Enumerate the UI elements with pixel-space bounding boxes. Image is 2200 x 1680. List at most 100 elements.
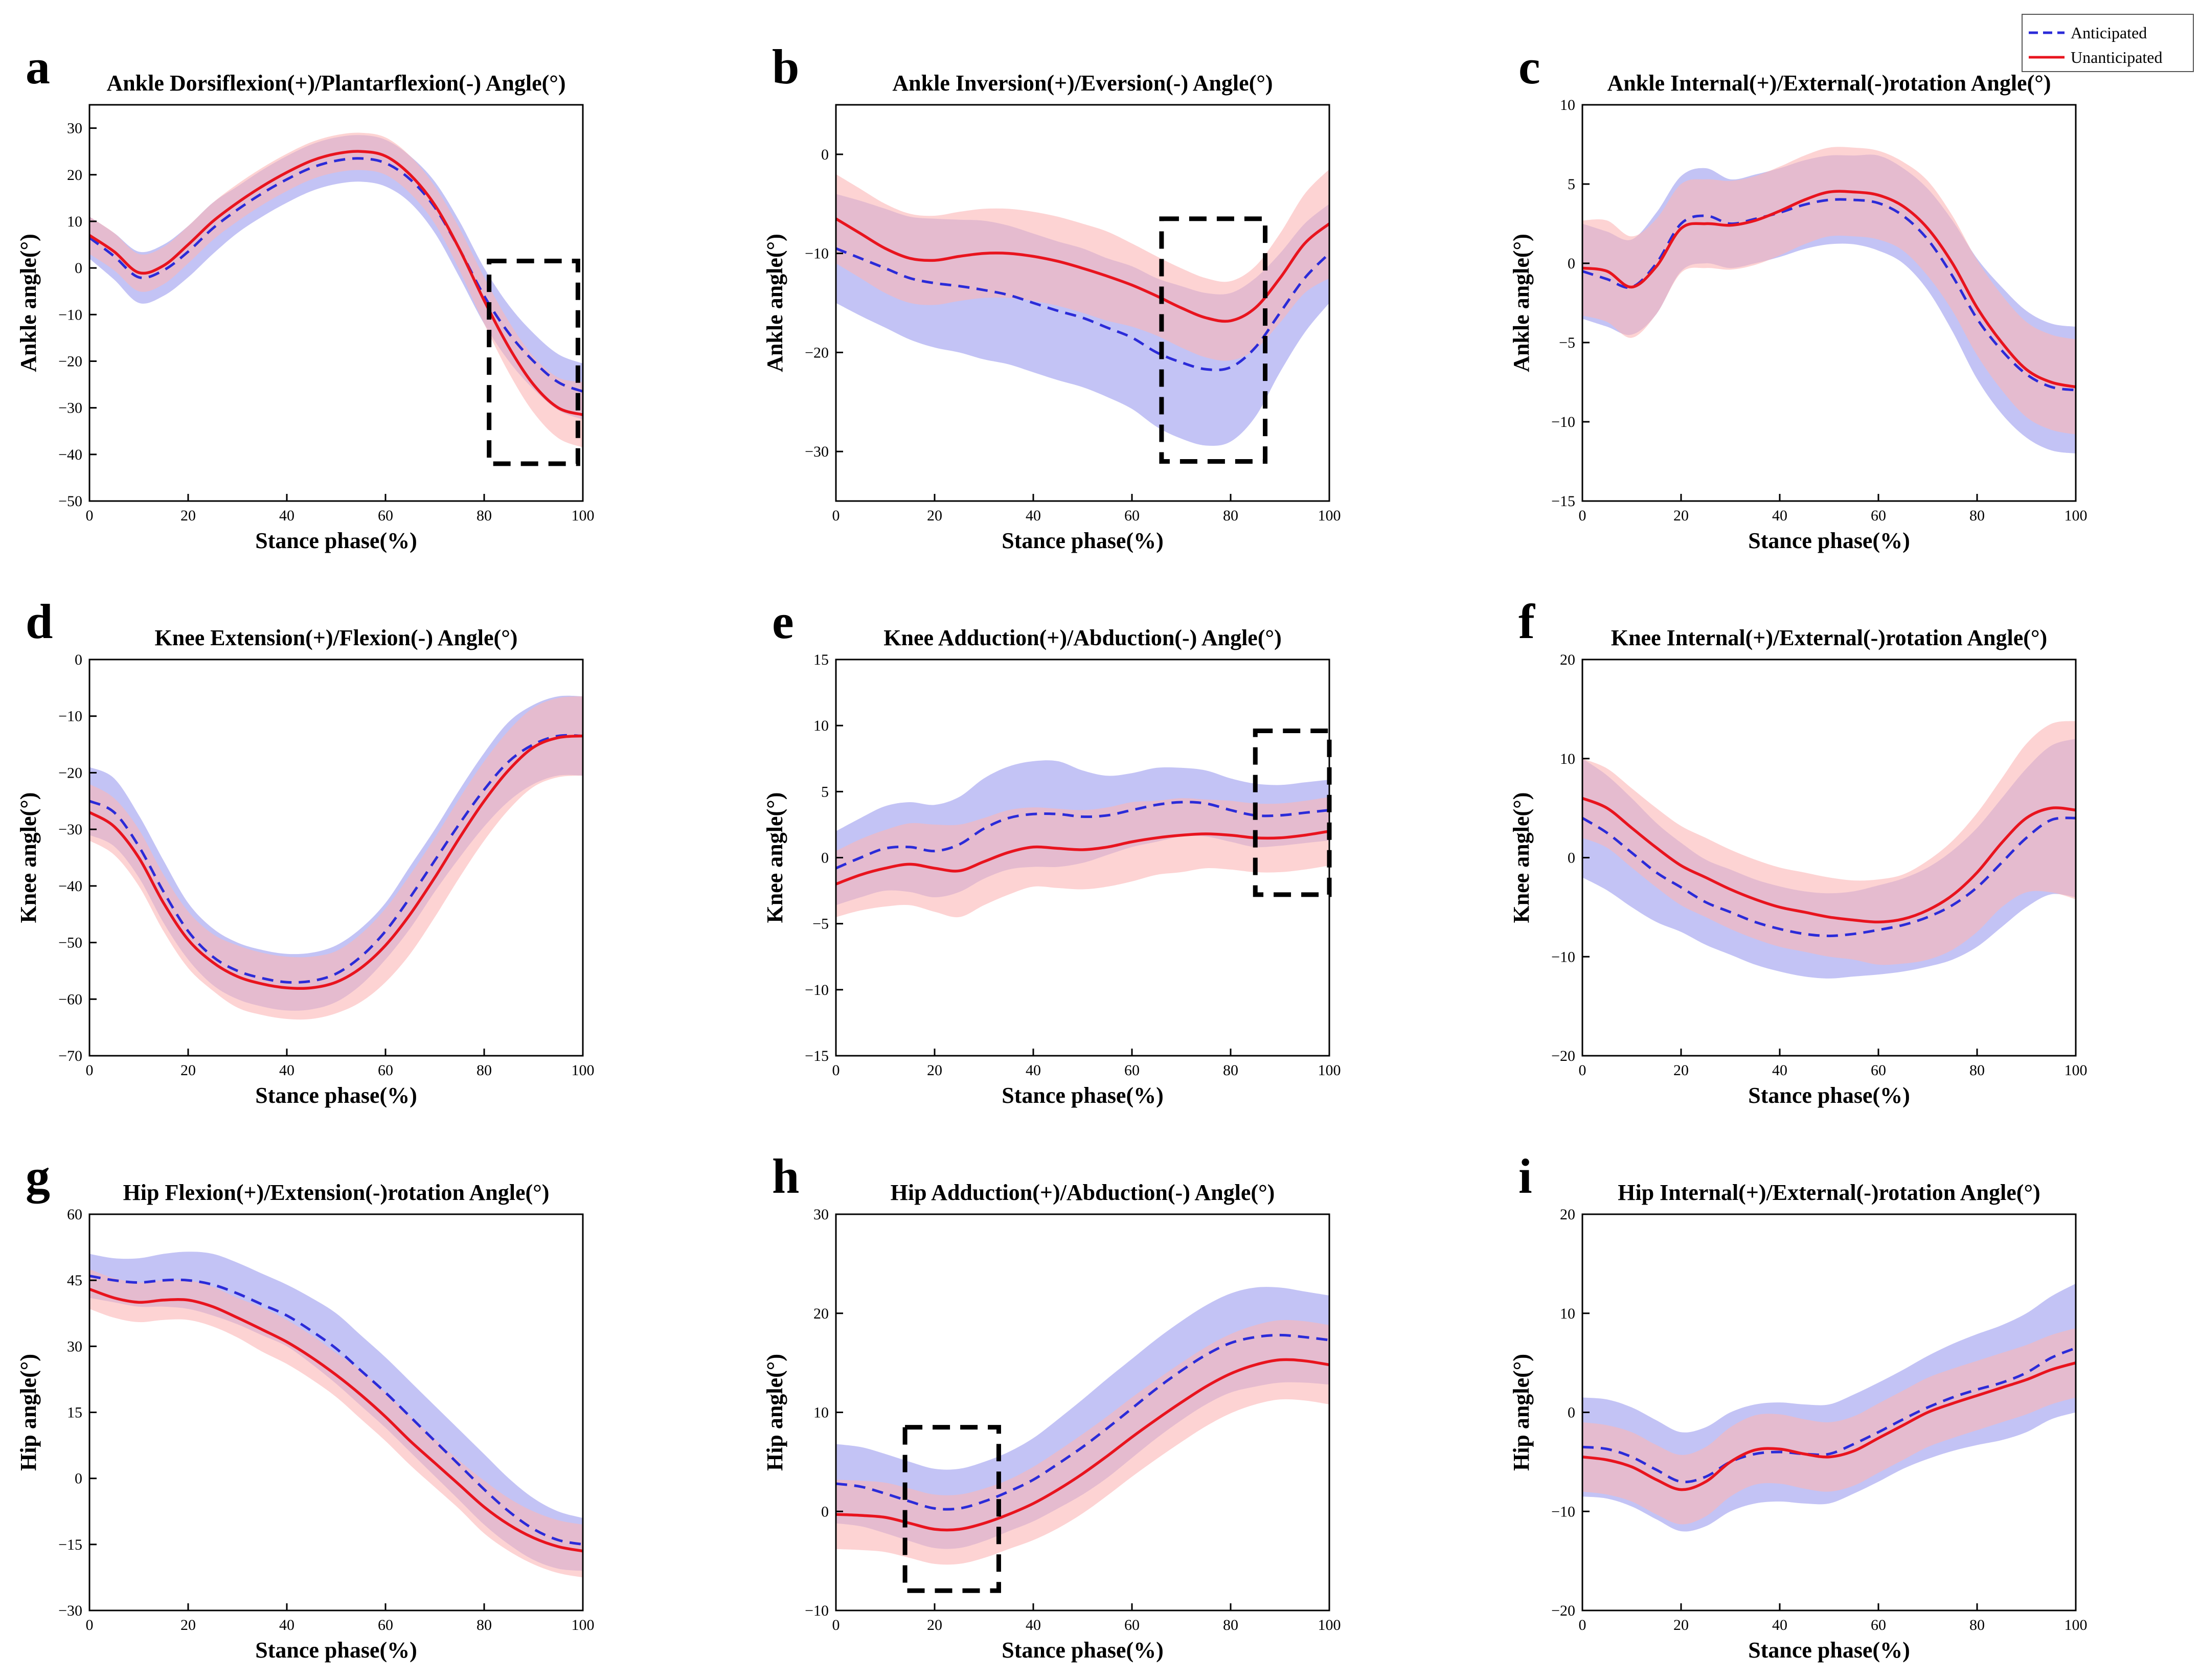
- x-tick-label: 0: [1579, 1062, 1586, 1079]
- plot-area: [89, 695, 583, 1020]
- x-tick-label: 40: [1026, 1062, 1041, 1079]
- x-axis-label: Stance phase(%): [1748, 528, 1910, 553]
- plot-area: [836, 760, 1329, 918]
- y-tick-label: −40: [58, 446, 82, 463]
- y-tick-label: −15: [58, 1536, 82, 1553]
- y-tick-label: −20: [1551, 1048, 1575, 1064]
- x-axis-label: Stance phase(%): [1002, 1083, 1164, 1108]
- x-axis-label: Stance phase(%): [255, 528, 417, 553]
- plot-area: [836, 169, 1329, 446]
- y-tick-label: −30: [58, 400, 82, 417]
- sd-band-unanticipated: [836, 1320, 1329, 1565]
- mean-line-unanticipated: [89, 150, 583, 416]
- x-tick-label: 40: [1772, 507, 1787, 524]
- y-tick-label: −50: [58, 493, 82, 510]
- y-tick-label: 15: [67, 1404, 82, 1421]
- panel-b: b Ankle Inversion(+)/Eversion(-) Angle(°)…: [762, 39, 1341, 553]
- y-tick-label: −10: [58, 708, 82, 725]
- y-tick-label: 20: [1560, 1206, 1575, 1223]
- plot-area: [1582, 1283, 2076, 1532]
- y-tick-label: 10: [813, 1404, 829, 1421]
- y-axis-label: Hip angle(°): [1509, 1354, 1534, 1471]
- y-axis-label: Ankle angle(°): [762, 234, 787, 372]
- x-axis-label: Stance phase(%): [255, 1638, 417, 1663]
- panel-title: Hip Adduction(+)/Abduction(-) Angle(°): [891, 1180, 1275, 1205]
- x-tick-label: 20: [1673, 1617, 1689, 1633]
- highlight-box: [1159, 216, 1268, 464]
- y-tick-label: −20: [805, 344, 829, 361]
- panel-grid: a Ankle Dorsiflexion(+)/Plantarflexion(-)…: [16, 39, 2088, 1663]
- x-tick-label: 20: [180, 1062, 196, 1079]
- sd-band-unanticipated: [1582, 147, 2076, 435]
- mean-line-unanticipated: [836, 830, 1329, 886]
- mean-line-unanticipated: [1582, 797, 2076, 924]
- y-tick-label: −10: [1551, 948, 1575, 965]
- x-tick-label: 100: [2065, 1617, 2088, 1633]
- mean-line-unanticipated: [89, 1287, 583, 1553]
- y-tick-label: −10: [58, 306, 82, 323]
- y-tick-label: −15: [1551, 493, 1575, 510]
- x-axis-label: Stance phase(%): [1002, 528, 1164, 553]
- x-tick-label: 40: [279, 1062, 294, 1079]
- panel-letter: c: [1518, 39, 1540, 94]
- legend-label-anticipated: Anticipated: [2071, 24, 2147, 42]
- y-tick-label: 10: [1560, 751, 1575, 767]
- y-tick-label: −15: [805, 1048, 829, 1064]
- y-tick-label: 10: [1560, 1305, 1575, 1322]
- x-tick-label: 100: [572, 1617, 595, 1633]
- y-tick-label: −10: [1551, 1503, 1575, 1520]
- y-axis-label: Knee angle(°): [1509, 792, 1534, 923]
- y-tick-label: 0: [821, 1503, 829, 1520]
- x-tick-label: 0: [1579, 1617, 1586, 1633]
- x-tick-label: 0: [832, 1617, 840, 1633]
- x-tick-label: 80: [1969, 1062, 1985, 1079]
- mean-line-anticipated: [1582, 1347, 2076, 1484]
- y-axis-label: Ankle angle(°): [16, 234, 41, 372]
- y-axis-label: Ankle angle(°): [1509, 234, 1534, 372]
- panel-c: c Ankle Internal(+)/External(-)rotation A…: [1509, 39, 2088, 553]
- x-axis-label: Stance phase(%): [1002, 1638, 1164, 1663]
- x-tick-label: 20: [927, 1617, 942, 1633]
- y-tick-label: 0: [1568, 1404, 1575, 1421]
- x-tick-label: 100: [2065, 1062, 2088, 1079]
- x-tick-label: 60: [1871, 507, 1886, 524]
- plot-frame: [1581, 104, 2077, 502]
- sd-band-unanticipated: [1582, 1328, 2076, 1525]
- panel-title: Ankle Inversion(+)/Eversion(-) Angle(°): [892, 71, 1273, 96]
- y-tick-label: 0: [1568, 850, 1575, 867]
- x-tick-label: 100: [572, 507, 595, 524]
- x-tick-label: 80: [1969, 507, 1985, 524]
- y-tick-label: −70: [58, 1048, 82, 1064]
- x-tick-label: 20: [927, 507, 942, 524]
- y-tick-label: 30: [67, 120, 82, 137]
- panel-g: g Hip Flexion(+)/Extension(-)rotation Ang…: [16, 1149, 595, 1663]
- x-tick-label: 80: [1969, 1617, 1985, 1633]
- legend-frame: [2022, 14, 2194, 72]
- y-axis-label: Hip angle(°): [762, 1354, 787, 1471]
- sd-band-unanticipated: [836, 797, 1329, 918]
- panel-d: d Knee Extension(+)/Flexion(-) Angle(°) 0 2…: [16, 594, 595, 1108]
- x-tick-label: 80: [1223, 1062, 1238, 1079]
- x-tick-label: 20: [927, 1062, 942, 1079]
- y-tick-label: −40: [58, 878, 82, 895]
- x-tick-label: 40: [1772, 1617, 1787, 1633]
- x-tick-label: 40: [279, 507, 294, 524]
- x-tick-label: 80: [477, 1617, 492, 1633]
- highlight-box: [1253, 729, 1332, 897]
- x-tick-label: 20: [180, 507, 196, 524]
- mean-line-unanticipated: [836, 217, 1329, 323]
- mean-line-anticipated: [89, 734, 583, 984]
- plot-area: [89, 1252, 583, 1578]
- x-tick-label: 60: [1124, 1617, 1140, 1633]
- legend: Anticipated Unanticipated: [2022, 14, 2194, 72]
- panel-title: Hip Internal(+)/External(-)rotation Angl…: [1618, 1180, 2040, 1205]
- x-tick-label: 100: [1318, 1062, 1341, 1079]
- highlight-box: [487, 258, 580, 466]
- panel-letter: e: [772, 594, 794, 649]
- x-tick-label: 80: [477, 507, 492, 524]
- mean-line-unanticipated: [1582, 1361, 2076, 1491]
- y-tick-label: 20: [67, 167, 82, 184]
- plot-frame: [88, 659, 584, 1057]
- y-tick-label: −20: [58, 764, 82, 781]
